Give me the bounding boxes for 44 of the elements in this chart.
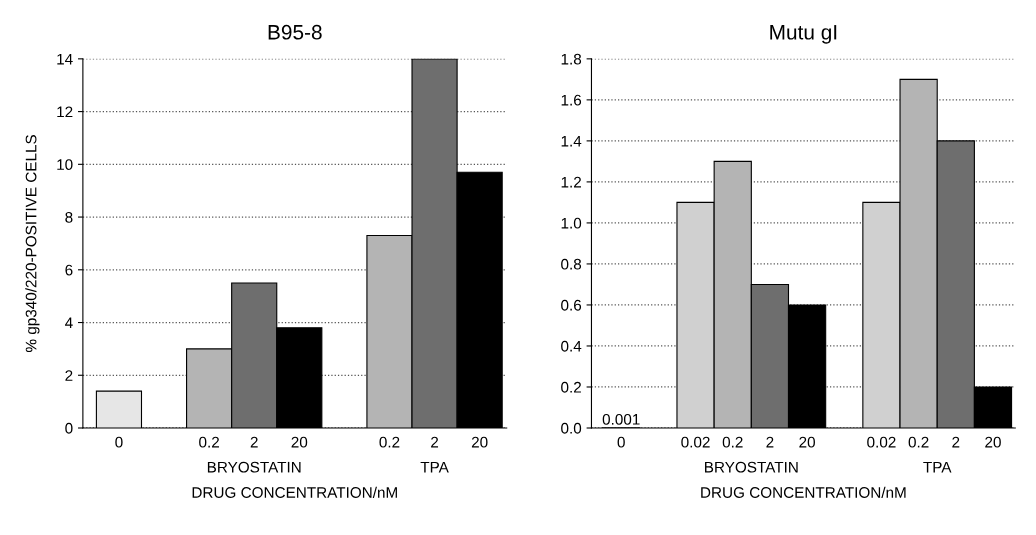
y-tick-label: 0.8	[561, 258, 582, 270]
y-tick-label: 1.0	[561, 217, 582, 229]
x-tick-label: 20	[291, 436, 308, 448]
x-tick-label: 0.2	[199, 436, 219, 448]
chart-title: Mutu gI	[770, 25, 837, 44]
y-tick-label: 1.8	[561, 53, 582, 65]
x-tick-label: 2	[250, 436, 258, 448]
x-tick-label: 20	[985, 436, 1001, 448]
y-tick-label: 12	[57, 106, 73, 118]
y-tick-label: 1.2	[561, 176, 581, 188]
text: BRYOSTATIN	[705, 461, 798, 473]
x-tick-label: 0.02	[681, 436, 710, 448]
y-tick-label: 2	[65, 370, 73, 381]
text: BRYOSTATIN	[207, 461, 301, 473]
y-tick-label: 0.4	[561, 340, 582, 352]
y-axis-title: % gp340/220-POSITIVE CELLS	[25, 135, 40, 352]
y-tick-label: 0.2	[561, 381, 581, 393]
x-axis-title: DRUG CONCENTRATION/nM	[192, 486, 397, 498]
y-tick-label: 0.0	[561, 422, 582, 434]
y-tick-label: 14	[57, 53, 73, 65]
y-tick-label: 0	[65, 422, 73, 434]
x-tick-label: 2	[952, 436, 960, 448]
y-tick-label: 6	[65, 264, 73, 276]
text: TPA	[923, 461, 952, 473]
x-tick-label: 20	[799, 436, 815, 448]
x-axis-title: DRUG CONCENTRATION/nM	[701, 486, 906, 498]
y-tick-label: 4	[65, 317, 73, 329]
chart-title: B95-8	[268, 24, 322, 40]
x-tick-label: 20	[471, 436, 488, 448]
x-tick-label: 2	[431, 436, 439, 448]
x-tick-label: 2	[766, 436, 774, 448]
y-tick-label: 10	[57, 159, 73, 171]
x-tick-label: 0.02	[867, 436, 896, 448]
y-tick-label: 0.6	[561, 299, 582, 311]
x-tick-label: 0.2	[379, 436, 400, 448]
y-tick-label: 8	[65, 211, 73, 223]
x-tick-label: 0.2	[722, 436, 743, 448]
x-tick-label: 0	[617, 436, 625, 448]
x-tick-label: 0.2	[908, 436, 929, 448]
text: TPA	[420, 461, 449, 473]
y-tick-label: 1.4	[561, 135, 582, 147]
y-tick-label: 1.6	[561, 94, 582, 106]
x-tick-label: 0	[115, 436, 123, 448]
data-label: 0.001	[602, 413, 640, 425]
